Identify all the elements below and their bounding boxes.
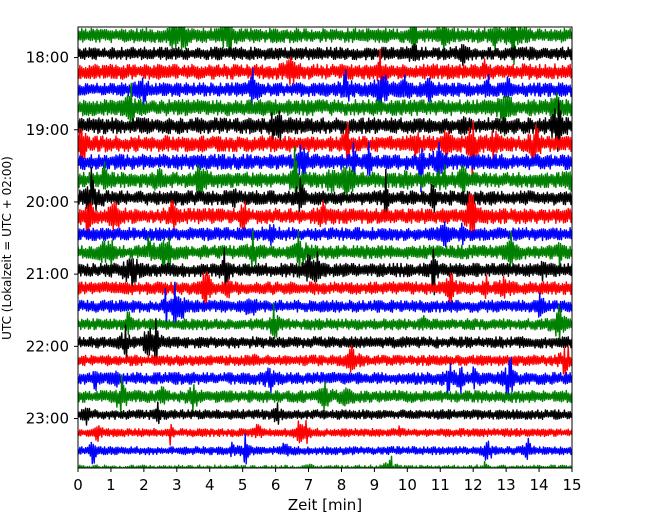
y-tick-label: 18:00	[26, 49, 69, 67]
trace-2100	[78, 247, 572, 296]
trace-1945	[78, 146, 572, 205]
plot-frame	[77, 26, 573, 469]
x-tick-label: 11	[431, 476, 450, 494]
y-axis: 18:00 19:00 20:00 21:00 22:00 23:00	[26, 49, 78, 428]
x-tick-label: 14	[530, 476, 549, 494]
trace-1830	[78, 68, 572, 111]
trace-1800	[78, 43, 572, 67]
trace-2045	[78, 230, 572, 279]
trace-1815	[78, 48, 572, 97]
trace-2330	[78, 433, 572, 465]
x-tick-label: 3	[172, 476, 182, 494]
trace-2215	[78, 344, 572, 377]
y-tick-label: 22:00	[26, 337, 69, 355]
x-tick-label: 6	[271, 476, 281, 494]
trace-2030	[78, 221, 572, 248]
x-tick-label: 5	[238, 476, 248, 494]
x-tick-label: 8	[337, 476, 347, 494]
trace-2315	[78, 419, 572, 446]
trace-2130	[78, 281, 572, 327]
trace-2300	[78, 401, 572, 426]
trace-2000	[78, 167, 572, 218]
y-tick-label: 23:00	[26, 410, 69, 428]
x-tick-label: 7	[304, 476, 314, 494]
trace-1930	[78, 141, 572, 193]
seismogram-traces	[78, 27, 572, 468]
x-tick-label: 10	[398, 476, 417, 494]
x-tick-label: 12	[464, 476, 483, 494]
trace-2345	[78, 455, 572, 468]
x-axis: 0 1 2 3 4 5 6 7 8 9 10 11 12 13 14 15	[73, 468, 582, 494]
trace-2115	[78, 271, 572, 310]
trace-1745	[78, 27, 572, 65]
x-tick-label: 9	[370, 476, 380, 494]
trace-1900	[78, 99, 572, 152]
trace-2015	[78, 193, 572, 240]
y-axis-label: UTC (Lokalzeit = UTC + 02:00)	[0, 156, 14, 340]
trace-1845	[78, 82, 572, 137]
trace-2200	[78, 317, 572, 361]
y-tick-label: 19:00	[26, 121, 69, 139]
x-tick-label: 2	[139, 476, 149, 494]
x-axis-label: Zeit [min]	[288, 496, 362, 514]
y-tick-label: 20:00	[26, 193, 69, 211]
trace-2145	[78, 303, 572, 343]
trace-1915	[78, 119, 572, 182]
x-tick-label: 1	[106, 476, 116, 494]
x-tick-label: 13	[497, 476, 516, 494]
trace-2230	[78, 357, 572, 397]
x-tick-label: 4	[205, 476, 215, 494]
trace-2245	[78, 374, 572, 416]
y-tick-label: 21:00	[26, 265, 69, 283]
x-tick-label: 0	[73, 476, 83, 494]
x-tick-label: 15	[562, 476, 581, 494]
